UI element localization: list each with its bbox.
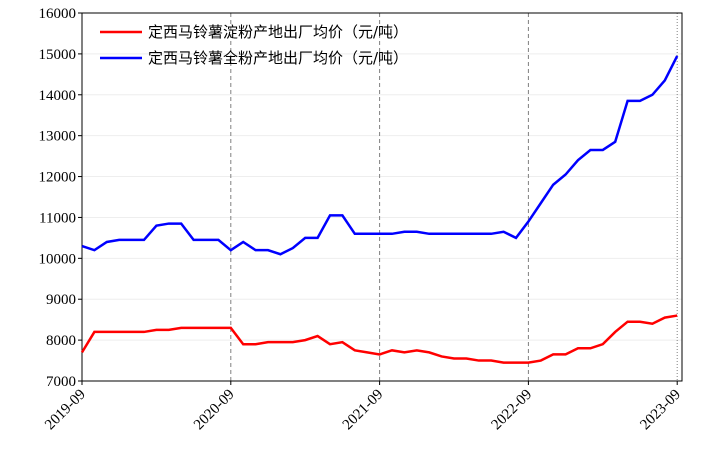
y-tick-label: 16000 [39, 6, 77, 22]
x-tick-label: 2021-09 [340, 387, 387, 434]
series-line [80, 314, 678, 364]
y-tick-label: 10000 [39, 251, 77, 267]
x-tick-label: 2023-09 [637, 387, 684, 434]
y-tick-label: 13000 [39, 129, 77, 145]
legend-label: 定西马铃薯淀粉产地出厂均价（元/吨） [148, 23, 408, 41]
y-tick-label: 7000 [46, 374, 76, 390]
y-tick-label: 14000 [39, 88, 77, 104]
x-tick-label: 2020-09 [191, 387, 238, 434]
x-tick-label: 2019-09 [42, 387, 89, 434]
series-line [81, 55, 679, 256]
y-tick-label: 8000 [46, 333, 76, 349]
y-tick-label: 15000 [39, 47, 77, 63]
y-tick-label: 12000 [39, 170, 77, 186]
x-tick-label: 2022-09 [489, 387, 536, 434]
y-tick-label: 9000 [46, 292, 76, 308]
legend-label: 定西马铃薯全粉产地出厂均价（元/吨） [148, 49, 408, 67]
y-tick-label: 11000 [39, 210, 76, 226]
plot-frame [81, 12, 683, 382]
